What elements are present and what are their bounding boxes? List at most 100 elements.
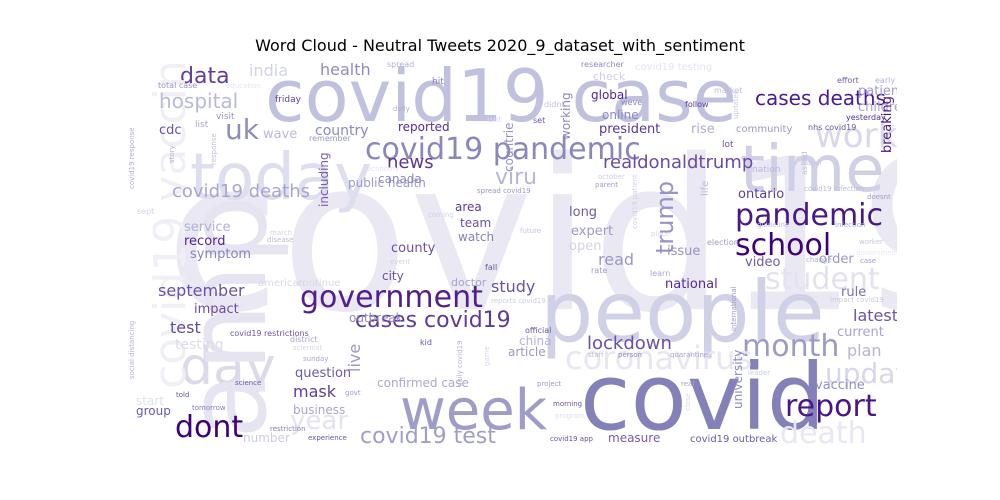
- word-leader: leader: [748, 369, 770, 377]
- word-patient: patient: [858, 84, 897, 99]
- word-sept: sept: [137, 207, 154, 216]
- word-dont: dont: [175, 410, 243, 445]
- word-game: game: [483, 346, 491, 366]
- word-wave: wave: [263, 127, 297, 142]
- word-program: program: [555, 412, 585, 420]
- word-team: team: [460, 216, 491, 230]
- word-september: september: [158, 281, 245, 300]
- word-china: china: [519, 334, 552, 348]
- word-education: education: [226, 82, 261, 90]
- word-covid19-deaths: covid19 deaths: [172, 181, 310, 202]
- word-election: election: [707, 238, 739, 247]
- word-morning: morning: [553, 400, 582, 408]
- word-early: early: [875, 76, 895, 85]
- word-nhs-covid19: nhs covid19: [808, 123, 856, 132]
- word-president: president: [599, 122, 660, 137]
- word-ontario: ontario: [738, 187, 784, 202]
- word-life: life: [700, 181, 711, 196]
- word-cases-covid19: cases covid19: [355, 308, 511, 333]
- word-cases-deaths: cases deaths: [755, 86, 886, 110]
- word-asked: asked: [800, 152, 809, 175]
- word-daily-covid19: daily covid19: [456, 340, 464, 387]
- word-place: place: [651, 230, 670, 238]
- word-article: article: [508, 345, 546, 359]
- word-amp: amp: [163, 195, 291, 439]
- word-issue: issue: [667, 244, 700, 259]
- word-hit: hit: [432, 77, 444, 87]
- word-measure: measure: [608, 431, 660, 445]
- word-change: change: [806, 256, 832, 264]
- word-covid19-app: covid19 app: [550, 435, 594, 443]
- word-researcher: researcher: [581, 60, 625, 69]
- word-doesnt: doesnt: [867, 193, 891, 201]
- word-reported: reported: [398, 120, 450, 134]
- word-event: event: [390, 258, 410, 266]
- word-testing: testing: [175, 337, 224, 353]
- word-worker: worker: [859, 238, 883, 246]
- word-future: future: [520, 227, 541, 235]
- word-covid19-case: covid19 case: [265, 59, 737, 138]
- word-student: student: [765, 262, 880, 297]
- word-disease: disease: [267, 236, 294, 244]
- word-nation: nation: [752, 165, 780, 175]
- word-experience: experience: [308, 434, 347, 442]
- word-study: study: [491, 277, 535, 296]
- word-scientist: scientist: [293, 344, 323, 352]
- word-rate: rate: [591, 266, 607, 275]
- word-govt: govt: [345, 389, 361, 397]
- word-october: october: [598, 173, 625, 181]
- word-district: district: [290, 335, 318, 344]
- word-global: global: [591, 88, 628, 102]
- word-pandemic: pandemic: [735, 198, 883, 233]
- word-school: school: [735, 228, 831, 263]
- word-county: county: [391, 241, 436, 256]
- word-today: today: [190, 141, 372, 215]
- word-uk: uk: [225, 113, 260, 146]
- word-read: read: [598, 250, 634, 269]
- word-economy: economy: [367, 165, 399, 173]
- word-weve: weve: [621, 98, 642, 107]
- word-university: university: [731, 350, 745, 409]
- word-outbreak: outbreak: [349, 311, 403, 325]
- word-service: service: [184, 220, 231, 235]
- word-effort: effort: [837, 76, 859, 85]
- word-guideline: guideline: [757, 221, 789, 229]
- word-close: close: [684, 393, 692, 411]
- word-vaccine: vaccine: [815, 378, 865, 393]
- word-covid: covid: [580, 344, 825, 445]
- word-covid19-pandemic: covid19 pandemic: [365, 132, 641, 167]
- word-project: project: [537, 380, 562, 388]
- word-day: day: [180, 337, 276, 397]
- word-quarantine: quarantine: [670, 351, 708, 359]
- word-yesterday: yesterday: [846, 113, 886, 122]
- word-report: report: [785, 389, 877, 424]
- word-didnt: didnt: [544, 100, 565, 109]
- word-covid19-response: covid19 response: [128, 127, 136, 189]
- word-list: list: [195, 120, 209, 130]
- word-current: current: [837, 325, 884, 340]
- word-check: check: [593, 70, 626, 83]
- word-long: long: [569, 205, 597, 220]
- word-coronavirus: coronavirus: [565, 339, 752, 377]
- word-total-case: total case: [158, 81, 197, 90]
- word-week: week: [400, 378, 548, 443]
- word-lockdown: lockdown: [587, 333, 672, 354]
- word-update: update: [825, 357, 897, 390]
- word-set: set: [533, 116, 545, 125]
- word-test: test: [170, 318, 201, 337]
- word-rise: rise: [691, 122, 715, 137]
- word-doctor: doctor: [451, 276, 487, 289]
- word-confirmed-case: confirmed case: [377, 376, 469, 390]
- word-rule: rule: [841, 285, 866, 300]
- word-spread-covid19: spread covid19: [477, 187, 531, 195]
- word-person: person: [618, 351, 642, 359]
- word-covid19: covid19: [165, 114, 897, 359]
- word-death: death: [780, 416, 867, 445]
- word-impact: impact: [194, 302, 239, 317]
- word-reports-covid19: reports covid19: [491, 297, 546, 305]
- word-hospital: hospital: [159, 89, 238, 113]
- word-people: people: [540, 263, 825, 361]
- word-covid19-restrictions: covid19 restrictions: [230, 329, 309, 338]
